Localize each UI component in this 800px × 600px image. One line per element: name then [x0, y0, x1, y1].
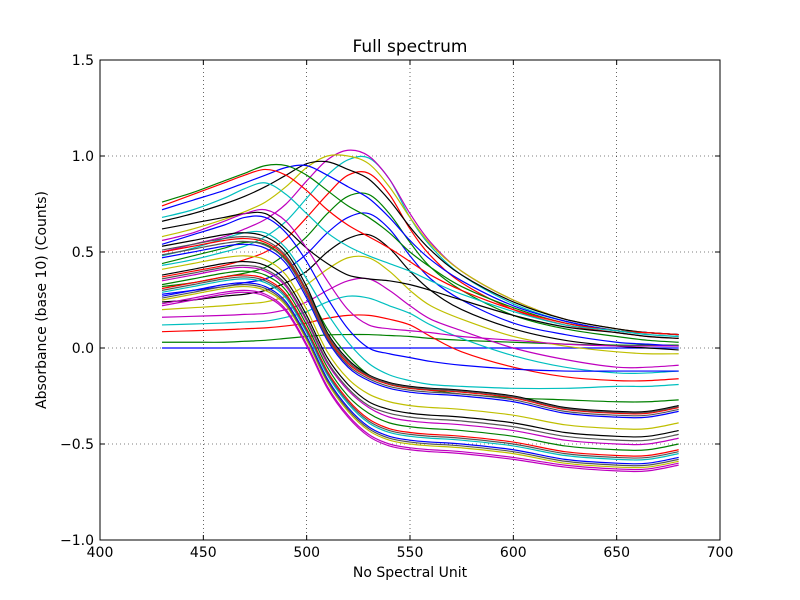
series-line-28 — [161, 260, 679, 438]
series-line-31 — [161, 274, 679, 457]
series-line-25 — [161, 237, 679, 415]
series-line-20 — [161, 208, 679, 347]
series-line-41 — [161, 291, 679, 473]
x-tick-label: 400 — [87, 545, 114, 561]
x-tick-label: 700 — [707, 545, 734, 561]
axis-ticks — [99, 59, 721, 541]
x-tick-label: 500 — [293, 545, 320, 561]
series-line-26 — [161, 243, 679, 419]
y-tick-label: 1.0 — [72, 149, 94, 165]
series-line-36 — [161, 235, 679, 414]
series-line-7 — [161, 233, 679, 351]
series-line-24 — [161, 232, 679, 413]
y-axis-label: Absorbance (base 10) (Counts) — [34, 191, 50, 409]
y-tick-label: 0.0 — [72, 341, 94, 357]
y-tick-labels: −1.0 −0.5 0.0 0.5 1.0 1.5 — [60, 53, 94, 549]
y-tick-label: −0.5 — [60, 437, 94, 453]
series-line-6 — [161, 255, 679, 355]
series-line-38 — [161, 264, 679, 442]
series-line-39 — [161, 276, 679, 459]
x-tick-label: 600 — [500, 545, 527, 561]
series-line-15 — [161, 164, 679, 336]
series-line-9 — [161, 192, 679, 343]
series-line-21 — [161, 215, 679, 372]
x-axis-label: No Spectral Unit — [353, 565, 468, 581]
x-tick-labels: 400 450 500 550 600 650 700 — [87, 545, 734, 561]
series-line-18 — [161, 182, 679, 338]
series-line-35 — [161, 289, 679, 471]
series-line-33 — [161, 282, 679, 465]
y-tick-label: −1.0 — [60, 533, 94, 549]
series-lines — [161, 149, 679, 473]
series-line-3 — [161, 314, 679, 382]
series-line-32 — [161, 278, 679, 461]
series-line-34 — [161, 285, 679, 469]
x-tick-label: 450 — [190, 545, 217, 561]
chart-title: Full spectrum — [353, 37, 468, 57]
series-line-4 — [161, 295, 679, 375]
x-tick-label: 650 — [603, 545, 630, 561]
y-tick-label: 0.5 — [72, 245, 94, 261]
series-line-40 — [161, 283, 679, 467]
series-line-37 — [161, 240, 679, 417]
series-line-14 — [161, 160, 679, 336]
series-line-17 — [161, 168, 679, 336]
series-line-30 — [161, 270, 679, 451]
series-line-27 — [161, 255, 679, 430]
x-tick-label: 550 — [397, 545, 424, 561]
y-tick-label: 1.5 — [72, 53, 94, 69]
series-line-29 — [161, 266, 679, 446]
